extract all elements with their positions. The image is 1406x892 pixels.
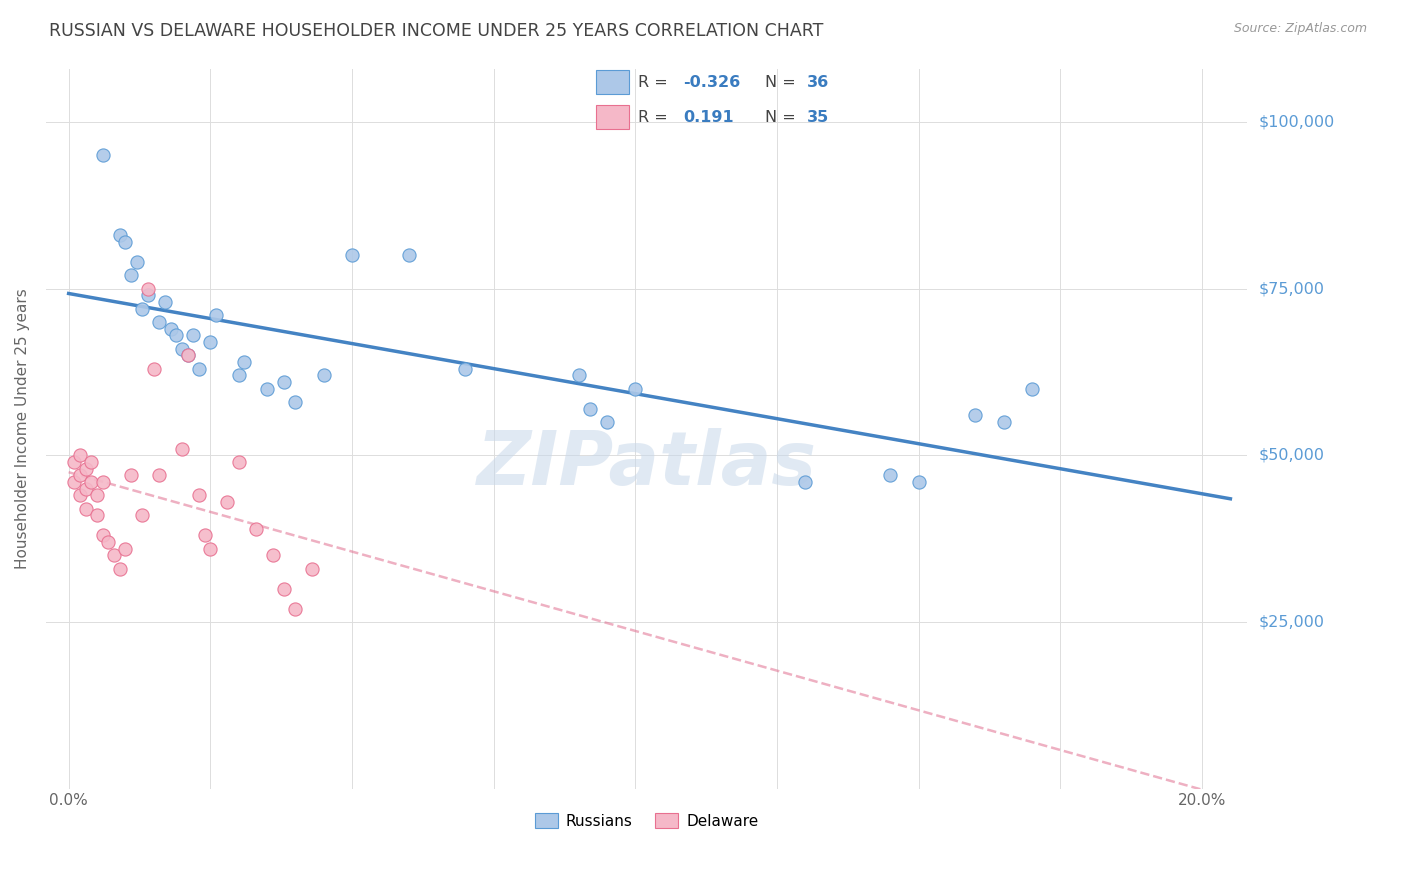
Text: 35: 35: [807, 110, 830, 125]
Point: [228, 455, 250, 469]
Point: [1021, 382, 1043, 396]
Text: 0.191: 0.191: [683, 110, 734, 125]
Point: [170, 442, 193, 456]
Text: ZIPatlas: ZIPatlas: [477, 428, 817, 501]
Point: [200, 541, 222, 556]
Point: [284, 395, 307, 409]
Point: [907, 475, 929, 489]
Point: [108, 561, 131, 575]
Point: [200, 334, 222, 349]
Point: [176, 348, 198, 362]
Point: [63, 455, 86, 469]
Point: [120, 468, 142, 483]
Point: [273, 582, 295, 596]
Point: [63, 475, 86, 489]
Bar: [596, 105, 628, 129]
Text: RUSSIAN VS DELAWARE HOUSEHOLDER INCOME UNDER 25 YEARS CORRELATION CHART: RUSSIAN VS DELAWARE HOUSEHOLDER INCOME U…: [49, 22, 824, 40]
Point: [80, 475, 103, 489]
Point: [120, 268, 142, 283]
Point: [136, 288, 159, 302]
Text: N =: N =: [765, 75, 801, 90]
Text: $50,000: $50,000: [1258, 448, 1324, 463]
Point: [91, 528, 114, 542]
Point: [596, 415, 619, 429]
Point: [136, 281, 159, 295]
Point: [188, 488, 211, 502]
Point: [114, 235, 136, 249]
Bar: [596, 70, 628, 95]
Text: R =: R =: [638, 110, 673, 125]
Legend: Russians, Delaware: Russians, Delaware: [529, 806, 765, 835]
Point: [80, 455, 103, 469]
Point: [69, 468, 91, 483]
Point: [181, 328, 204, 343]
Point: [108, 228, 131, 243]
Point: [301, 561, 323, 575]
Point: [794, 475, 817, 489]
Point: [262, 548, 284, 562]
Point: [312, 368, 335, 383]
Point: [273, 375, 295, 389]
Text: $100,000: $100,000: [1258, 114, 1334, 129]
Point: [993, 415, 1015, 429]
Point: [91, 475, 114, 489]
Point: [245, 522, 267, 536]
Point: [75, 482, 97, 496]
Point: [131, 301, 153, 316]
Point: [217, 495, 239, 509]
Point: [176, 348, 198, 362]
Point: [170, 342, 193, 356]
Point: [205, 308, 228, 322]
Point: [965, 408, 987, 422]
Point: [69, 448, 91, 462]
Text: 36: 36: [807, 75, 830, 90]
Point: [75, 501, 97, 516]
Point: [568, 368, 591, 383]
Point: [194, 528, 217, 542]
Text: N =: N =: [765, 110, 801, 125]
Point: [159, 321, 181, 335]
Text: $25,000: $25,000: [1258, 615, 1324, 630]
Point: [579, 401, 602, 416]
Point: [148, 315, 170, 329]
Point: [153, 294, 176, 309]
Y-axis label: Householder Income Under 25 years: Householder Income Under 25 years: [15, 288, 30, 569]
Point: [142, 361, 165, 376]
Point: [97, 534, 120, 549]
Point: [228, 368, 250, 383]
Text: R =: R =: [638, 75, 673, 90]
Point: [125, 255, 148, 269]
Point: [91, 148, 114, 162]
Point: [284, 601, 307, 615]
Point: [86, 508, 108, 523]
Point: [114, 541, 136, 556]
Point: [75, 461, 97, 475]
Point: [103, 548, 125, 562]
Point: [69, 488, 91, 502]
Point: [340, 248, 363, 262]
Point: [188, 361, 211, 376]
Text: -0.326: -0.326: [683, 75, 741, 90]
Text: $75,000: $75,000: [1258, 281, 1324, 296]
Point: [233, 355, 256, 369]
Point: [454, 361, 477, 376]
Point: [624, 382, 647, 396]
Text: Source: ZipAtlas.com: Source: ZipAtlas.com: [1233, 22, 1367, 36]
Point: [879, 468, 901, 483]
Point: [148, 468, 170, 483]
Point: [256, 382, 278, 396]
Point: [131, 508, 153, 523]
Point: [165, 328, 187, 343]
Point: [398, 248, 420, 262]
Point: [86, 488, 108, 502]
